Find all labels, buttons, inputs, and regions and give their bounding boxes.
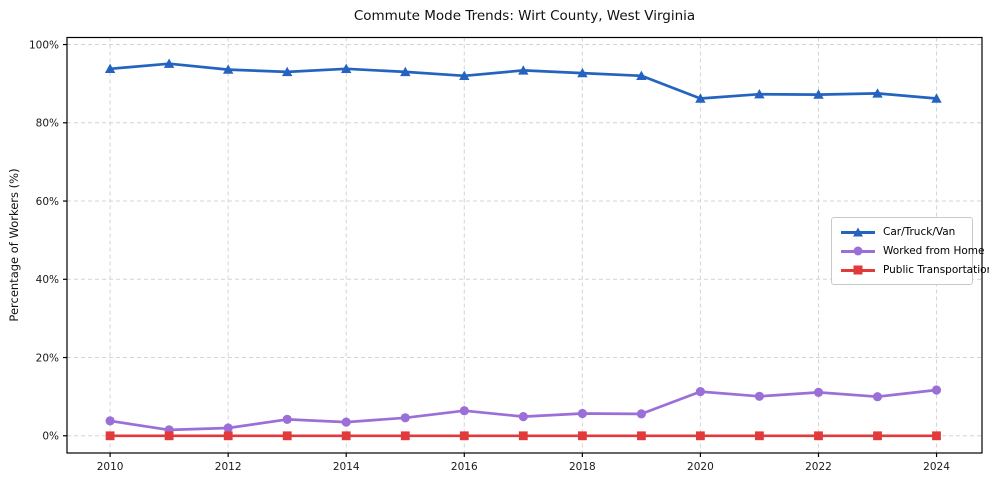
- line-square-swatch-icon: [841, 264, 875, 276]
- svg-text:20%: 20%: [36, 352, 59, 364]
- svg-text:0%: 0%: [42, 431, 59, 443]
- chart-title: Commute Mode Trends: Wirt County, West V…: [353, 8, 696, 24]
- series-car-truck-van: [104, 58, 942, 103]
- legend: Car/Truck/Van Worked from Home Public Tr…: [831, 217, 989, 285]
- line-circle-swatch-icon: [841, 245, 875, 257]
- series-public-transportation: [105, 431, 941, 441]
- legend-entry-public-transportation: Public Transportation: [841, 264, 989, 276]
- svg-text:2016: 2016: [451, 461, 478, 473]
- svg-text:80%: 80%: [36, 118, 59, 130]
- svg-text:2024: 2024: [923, 461, 950, 473]
- line-triangle-swatch-icon: [841, 226, 875, 238]
- svg-text:60%: 60%: [36, 196, 59, 208]
- legend-label: Public Transportation: [883, 264, 989, 276]
- svg-text:2018: 2018: [569, 461, 596, 473]
- svg-text:2020: 2020: [687, 461, 714, 473]
- svg-text:100%: 100%: [29, 39, 59, 51]
- svg-text:2014: 2014: [333, 461, 360, 473]
- svg-text:2022: 2022: [805, 461, 832, 473]
- svg-text:2010: 2010: [97, 461, 124, 473]
- legend-entry-worked-from-home: Worked from Home: [841, 245, 984, 257]
- plot-area-border: [66, 36, 983, 454]
- y-axis-ticks: 0% 20% 40% 60% 80% 100%: [29, 39, 67, 443]
- legend-label: Worked from Home: [883, 245, 985, 257]
- legend-entry-car-truck-van: Car/Truck/Van: [841, 226, 963, 238]
- series-worked-from-home: [105, 385, 942, 435]
- x-axis-ticks: 2010 2012 2014 2016 2018 2020 2022 2024: [97, 453, 950, 473]
- svg-text:2012: 2012: [215, 461, 242, 473]
- legend-label: Car/Truck/Van: [883, 226, 956, 238]
- svg-text:40%: 40%: [36, 274, 59, 286]
